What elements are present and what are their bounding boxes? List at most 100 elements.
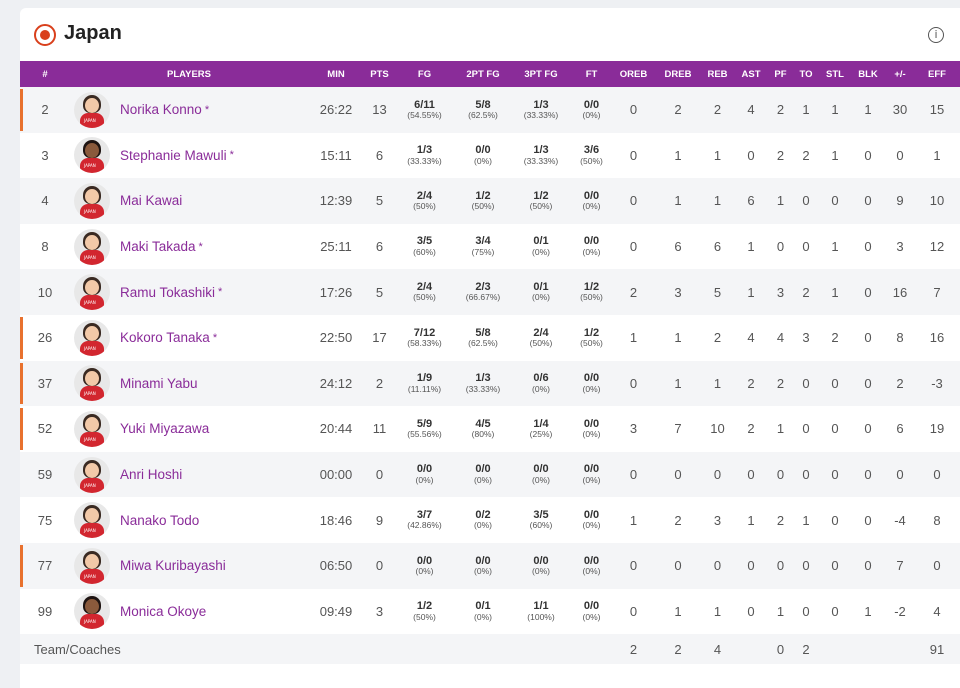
shot-percentage: (0%) bbox=[582, 566, 601, 577]
stat-pm: 8 bbox=[896, 330, 904, 346]
stat-pm: -4 bbox=[894, 512, 906, 528]
shot-percentage: (62.5%) bbox=[468, 110, 498, 121]
shots-made: 0/0 bbox=[583, 463, 600, 476]
stat-oreb: 0 bbox=[629, 147, 638, 163]
jersey-number-cell: 8 bbox=[20, 224, 70, 270]
player-name-link[interactable]: Nanako Todo bbox=[120, 512, 200, 528]
team-eff: 91 bbox=[929, 641, 945, 657]
player-cell: Miwa Kuribayashi bbox=[70, 543, 308, 589]
free-throws: 0/0 (0%) bbox=[570, 87, 613, 133]
player-name-link[interactable]: Monica Okoye bbox=[120, 603, 207, 619]
stat-dreb: 1 bbox=[674, 375, 682, 391]
table-row: 10Ramu Tokashiki*17:2652/4(50%)2/3(66.67… bbox=[20, 269, 960, 315]
stat-pf: 2 bbox=[776, 147, 785, 163]
player-name-link[interactable]: Mai Kawai bbox=[120, 193, 183, 209]
stat-eff: 15 bbox=[929, 102, 945, 118]
player-name-link[interactable]: Stephanie Mawuli bbox=[120, 147, 227, 163]
jersey-number: 37 bbox=[37, 375, 53, 391]
player-name-link[interactable]: Minami Yabu bbox=[120, 375, 198, 391]
stat-pf: 1 bbox=[776, 193, 785, 209]
stat-pm: 3 bbox=[896, 239, 904, 255]
shot-percentage: (33.33%) bbox=[407, 155, 442, 166]
starter-marker bbox=[20, 362, 23, 405]
stat-reb: 10 bbox=[710, 421, 725, 437]
jersey-number-cell: 37 bbox=[20, 361, 70, 407]
stat-reb: 2 bbox=[713, 330, 722, 346]
info-icon[interactable]: i bbox=[928, 27, 944, 43]
shots-made: 5/9 bbox=[416, 417, 433, 430]
stat-oreb: 1 bbox=[629, 512, 638, 528]
column-header: AST bbox=[741, 68, 761, 80]
stat-stl: 0 bbox=[831, 603, 839, 619]
shots-made: 2/4 bbox=[416, 280, 433, 293]
stat-to: 1 bbox=[802, 102, 810, 118]
three-point-field-goals: 0/1 (0%) bbox=[512, 269, 570, 315]
stat-oreb: 0 bbox=[629, 467, 638, 483]
two-point-field-goals: 3/4 (75%) bbox=[454, 224, 512, 270]
player-name-link[interactable]: Miwa Kuribayashi bbox=[120, 558, 226, 574]
minutes: 06:50 bbox=[319, 558, 353, 574]
stat-stl: 0 bbox=[831, 375, 839, 391]
shots-made: 0/2 bbox=[475, 508, 491, 521]
player-name-link[interactable]: Kokoro Tanaka bbox=[120, 330, 210, 346]
stat-stl: 1 bbox=[831, 239, 839, 255]
shot-percentage: (0%) bbox=[532, 246, 550, 257]
shots-made: 0/1 bbox=[475, 600, 491, 613]
stat-stl: 0 bbox=[831, 193, 839, 209]
jersey-number: 75 bbox=[37, 512, 53, 528]
jersey-number-cell: 26 bbox=[20, 315, 70, 361]
stat-ast: 0 bbox=[747, 558, 755, 574]
field-goals: 2/4 (50%) bbox=[395, 269, 454, 315]
field-goals: 3/7 (42.86%) bbox=[395, 497, 454, 543]
table-row: 4Mai Kawai12:3952/4(50%)1/2(50%)1/2(50%)… bbox=[20, 178, 960, 224]
shots-made: 1/1 bbox=[533, 600, 549, 613]
shot-percentage: (60%) bbox=[413, 246, 436, 257]
starter-marker bbox=[20, 89, 23, 131]
stat-dreb: 1 bbox=[674, 147, 682, 163]
stat-pm: 9 bbox=[896, 193, 904, 209]
stat-ast: 0 bbox=[747, 603, 755, 619]
player-name-link[interactable]: Anri Hoshi bbox=[120, 467, 183, 483]
minutes: 26:22 bbox=[319, 102, 353, 118]
stat-dreb: 2 bbox=[674, 512, 682, 528]
player-avatar bbox=[74, 319, 110, 356]
column-header: EFF bbox=[928, 68, 946, 80]
shots-made: 0/0 bbox=[583, 372, 600, 385]
stat-blk: 0 bbox=[864, 147, 872, 163]
table-row: 75Nanako Todo18:4693/7(42.86%)0/2(0%)3/5… bbox=[20, 497, 960, 543]
three-point-field-goals: 1/3 (33.33%) bbox=[512, 133, 570, 179]
player-name-link[interactable]: Norika Konno bbox=[120, 102, 202, 118]
player-name-link[interactable]: Yuki Miyazawa bbox=[120, 421, 210, 437]
stat-ast: 6 bbox=[747, 193, 755, 209]
shots-made: 1/3 bbox=[416, 144, 433, 157]
stat-eff: 12 bbox=[929, 239, 945, 255]
shot-percentage: (0%) bbox=[532, 566, 550, 577]
shots-made: 1/2 bbox=[416, 600, 433, 613]
player-name-link[interactable]: Ramu Tokashiki bbox=[120, 284, 216, 300]
player-name-link[interactable]: Maki Takada bbox=[120, 239, 196, 255]
column-header: PLAYERS bbox=[167, 68, 211, 80]
stat-pf: 2 bbox=[776, 102, 785, 118]
stat-reb: 2 bbox=[713, 102, 722, 118]
stat-ast: 0 bbox=[747, 467, 755, 483]
minutes: 15:11 bbox=[320, 147, 352, 163]
stat-pf: 2 bbox=[776, 512, 785, 528]
shot-percentage: (0%) bbox=[532, 292, 550, 303]
shots-made: 0/0 bbox=[583, 508, 600, 521]
shot-percentage: (100%) bbox=[527, 611, 555, 622]
stat-to: 0 bbox=[802, 558, 810, 574]
stat-oreb: 0 bbox=[629, 375, 638, 391]
two-point-field-goals: 0/0 (0%) bbox=[454, 452, 512, 498]
stat-blk: 0 bbox=[864, 467, 872, 483]
free-throws: 0/0 (0%) bbox=[570, 452, 613, 498]
stat-to: 3 bbox=[802, 330, 810, 346]
stat-pf: 2 bbox=[776, 375, 785, 391]
jersey-number: 99 bbox=[37, 603, 53, 619]
points: 3 bbox=[375, 603, 384, 619]
shot-percentage: (0%) bbox=[582, 201, 601, 212]
player-cell: Mai Kawai bbox=[70, 178, 308, 224]
stat-eff: 10 bbox=[929, 193, 945, 209]
free-throws: 0/0 (0%) bbox=[570, 543, 613, 589]
field-goals: 3/5 (60%) bbox=[395, 224, 454, 270]
player-cell: Norika Konno* bbox=[70, 87, 308, 133]
